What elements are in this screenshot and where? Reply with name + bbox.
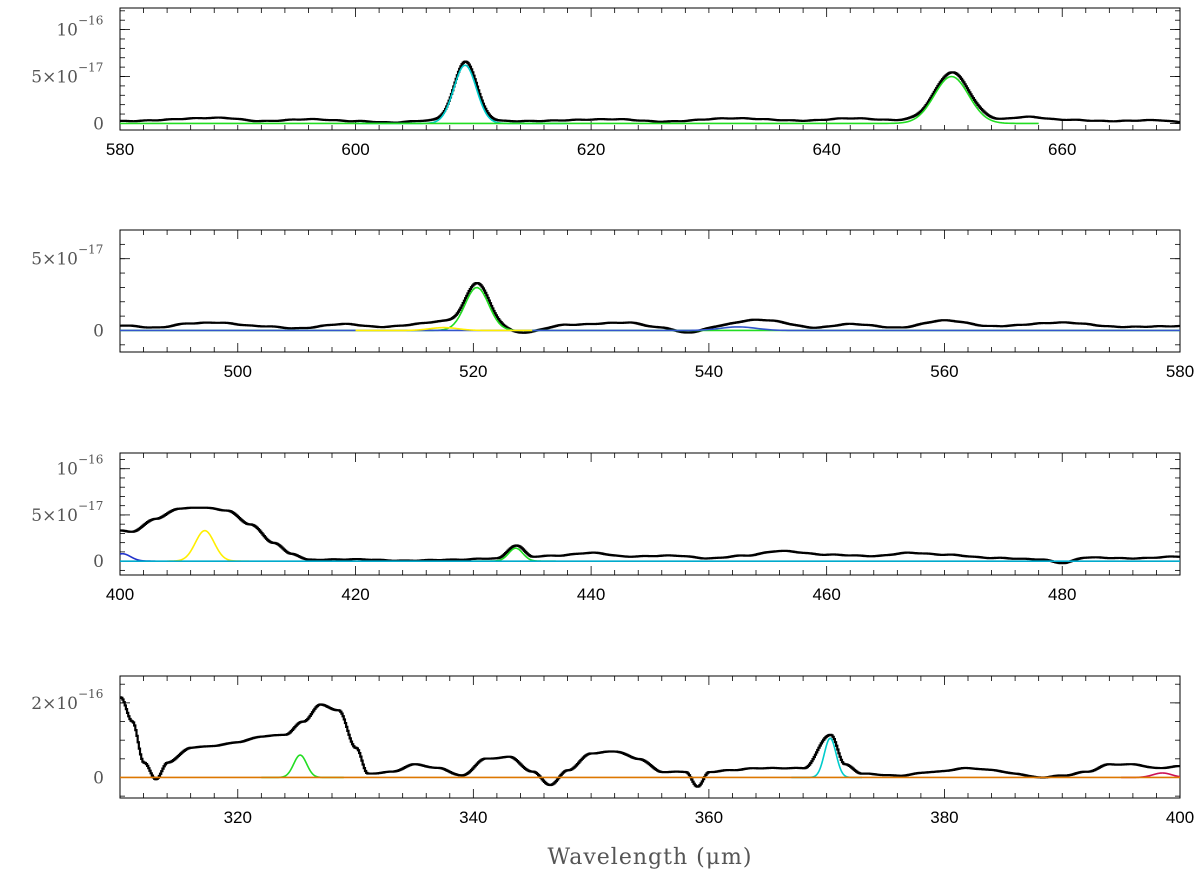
observed-spectrum [120,696,1180,788]
y-tick-exponent: −17 [78,61,103,75]
x-tick-label: 460 [812,585,840,604]
x-tick-label: 480 [1048,585,1076,604]
x-tick-label: 360 [695,808,723,827]
spectrum-panel-400-490: 400 420 440 460 480 0 5×10−17 10−16 [31,452,1181,604]
x-tick-label: 580 [1166,362,1194,381]
plot-frame [119,675,1181,799]
x-axis-label: Wavelength (μm) [548,845,753,870]
y-tick-exponent: −17 [78,499,103,513]
x-tick-label: 600 [341,140,369,159]
plot-frame [119,7,1181,131]
x-tick-label: 420 [341,585,369,604]
fit-component [355,326,533,332]
observed-spectrum [120,506,1180,565]
y-tick-label: 10 [56,21,78,41]
x-tick-label: 560 [930,362,958,381]
y-tick-label: 0 [93,552,104,572]
spectrum-panel-310-400: 320 340 360 380 400 0 2×10 −16 [31,675,1194,827]
x-tick-label: 640 [812,140,840,159]
x-tick-label: 520 [459,362,487,381]
x-tick-label: 440 [577,585,605,604]
x-tick-label: 340 [459,808,487,827]
plot-frame [119,452,1181,576]
x-tick-label: 380 [930,808,958,827]
fit-component [120,552,156,562]
y-tick-label: 5×10 [31,250,78,270]
observed-spectrum [120,281,1180,334]
y-tick-label: 5×10 [31,68,78,88]
x-tick-label: 540 [695,362,723,381]
x-tick-label: 320 [224,808,252,827]
y-tick-label: 0 [93,114,104,134]
y-tick-exponent: −16 [78,687,103,701]
y-tick-exponent: −16 [78,453,103,467]
y-tick-label: 2×10 [31,694,78,714]
y-tick-label: 0 [93,768,104,788]
y-tick-exponent: −17 [78,243,103,257]
y-tick-label: 10 [56,460,78,480]
fit-component [120,326,1180,332]
x-tick-label: 620 [577,140,605,159]
x-tick-label: 660 [1048,140,1076,159]
x-tick-label: 400 [1166,808,1194,827]
fit-component [355,64,568,125]
plot-frame [119,229,1181,353]
x-tick-label: 580 [106,140,134,159]
spectrum-panel-580-670: 580 600 620 640 660 0 5×10−17 10−16 [31,7,1181,159]
spectrum-panel-490-580: 500 520 540 560 580 0 5×10 −17 [31,229,1194,381]
fit-component [167,529,250,562]
y-tick-label: 5×10 [31,506,78,526]
fit-component [261,754,344,779]
fit-component [791,737,862,779]
x-tick-label: 500 [224,362,252,381]
y-tick-label: 0 [93,321,104,341]
y-tick-exponent: −16 [78,14,103,28]
x-tick-label: 400 [106,585,134,604]
fit-component [120,75,1039,125]
observed-spectrum [120,60,1180,124]
